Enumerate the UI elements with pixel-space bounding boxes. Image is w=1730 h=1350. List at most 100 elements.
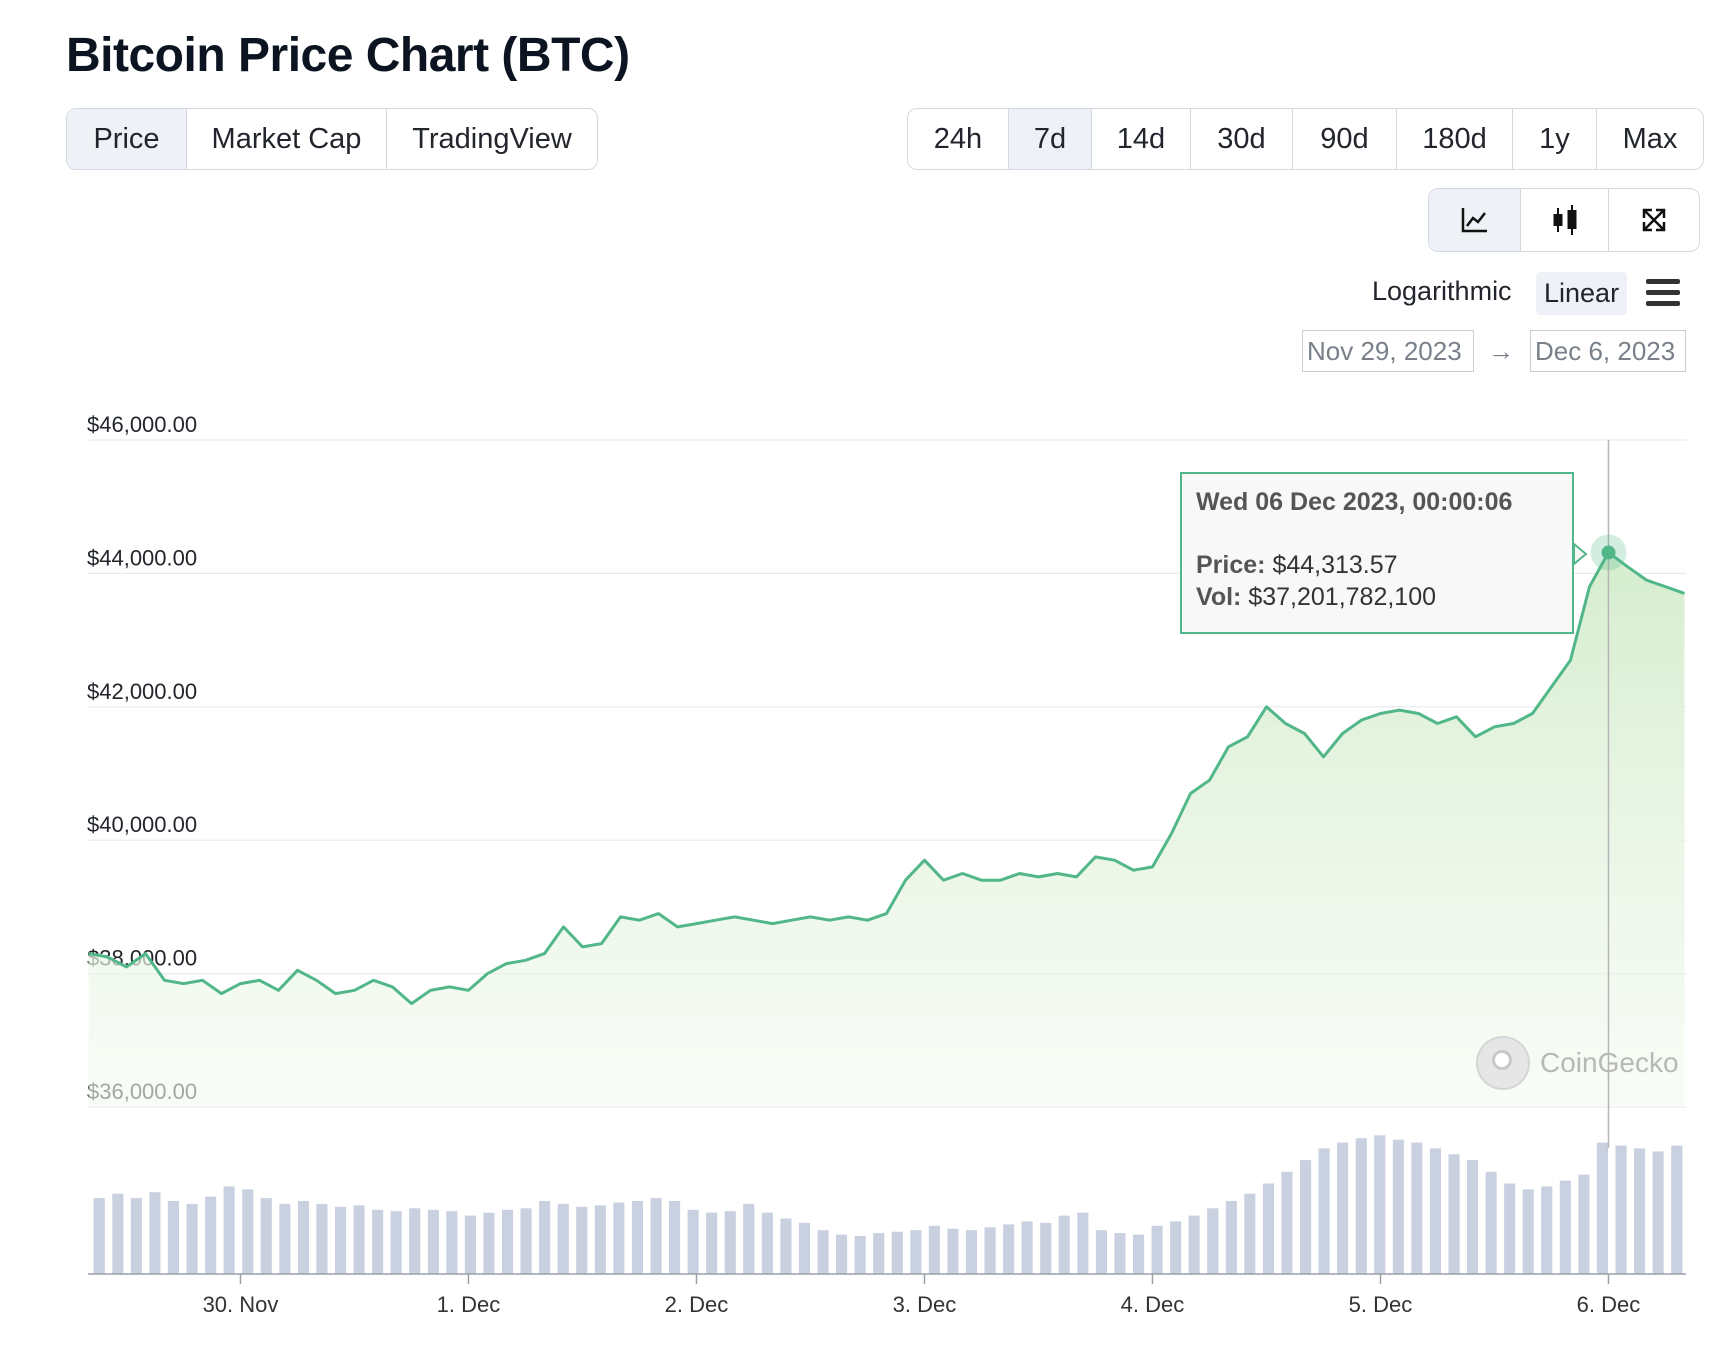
tooltip-pointer — [1573, 541, 1588, 567]
tooltip-vol-label: Vol: — [1196, 583, 1242, 611]
volume-bar — [706, 1212, 718, 1274]
linear-toggle[interactable]: Linear — [1536, 272, 1628, 315]
volume-bar — [149, 1192, 161, 1274]
hamburger-menu-icon[interactable] — [1646, 279, 1680, 307]
volume-bar — [1448, 1154, 1460, 1274]
volume-bar — [316, 1203, 328, 1274]
range-30d[interactable]: 30d — [1191, 109, 1293, 169]
range-14d[interactable]: 14d — [1092, 109, 1191, 169]
volume-bar — [836, 1234, 848, 1274]
volume-bar — [557, 1203, 569, 1274]
volume-bar — [1021, 1221, 1033, 1274]
volume-bar — [1411, 1142, 1423, 1274]
date-to-input[interactable]: Dec 6, 2023 — [1530, 330, 1686, 372]
volume-bar — [1355, 1138, 1367, 1274]
tooltip: Wed 06 Dec 2023, 00:00:06 Price: $44,313… — [1180, 472, 1574, 634]
volume-bar — [1114, 1233, 1126, 1274]
x-tick-label: 30. Nov — [203, 1292, 279, 1317]
brand-name: CoinGecko — [1540, 1047, 1679, 1078]
y-tick-label: $42,000.00 — [87, 679, 197, 704]
range-max[interactable]: Max — [1622, 122, 1678, 155]
tab-market-cap[interactable]: Market Cap — [187, 109, 387, 169]
tooltip-price-label: Price: — [1196, 551, 1266, 579]
range-1y[interactable]: 1y — [1513, 109, 1597, 169]
volume-bar — [1485, 1171, 1497, 1274]
volume-bar — [1578, 1174, 1590, 1274]
x-axis: 30. Nov 1. Dec 2. Dec 3. Dec 4. Dec 5. Dec 6. … — [203, 1274, 1641, 1317]
volume-bar — [335, 1206, 347, 1274]
volume-bar — [613, 1202, 625, 1274]
volume-bar — [1077, 1212, 1089, 1274]
volume-bar — [1003, 1224, 1015, 1274]
candlestick-icon — [1553, 205, 1576, 235]
volume-bar — [1300, 1160, 1312, 1274]
volume-bar — [409, 1208, 421, 1274]
fullscreen-button[interactable] — [1609, 189, 1699, 251]
time-range-selector: 24h 7d 14d 30d 90d 180d 1y Max — [907, 108, 1704, 170]
volume-bar — [372, 1209, 384, 1274]
volume-bar — [1392, 1139, 1404, 1274]
x-tick-label: 4. Dec — [1121, 1292, 1185, 1317]
y-tick-label: $40,000.00 — [87, 812, 197, 837]
volume-bar — [984, 1227, 996, 1274]
range-180d[interactable]: 180d — [1397, 109, 1513, 169]
volume-bar — [1170, 1221, 1182, 1274]
volume-bar — [1522, 1189, 1534, 1274]
volume-bar — [1652, 1151, 1664, 1274]
volume-bar — [1207, 1208, 1219, 1274]
tooltip-price-value: $44,313.57 — [1272, 551, 1398, 579]
date-from-input[interactable]: Nov 29, 2023 — [1302, 330, 1474, 372]
volume-bar — [891, 1231, 903, 1274]
line-chart-button[interactable] — [1429, 189, 1521, 251]
volume-bar — [965, 1230, 977, 1274]
fullscreen-icon — [1642, 208, 1666, 232]
volume-bar — [1596, 1142, 1608, 1274]
chart-type-selector — [1428, 188, 1700, 252]
volume-bar — [483, 1212, 495, 1274]
volume-bar — [502, 1209, 514, 1274]
hover-point — [1601, 545, 1616, 560]
chart-tabs: Price Market Cap TradingView — [66, 108, 598, 170]
range-90d[interactable]: 90d — [1293, 109, 1397, 169]
volume-bar — [1244, 1193, 1256, 1274]
range-24h[interactable]: 24h — [908, 109, 1009, 169]
volume-bar — [390, 1211, 402, 1274]
volume-bar — [1058, 1215, 1070, 1274]
logarithmic-toggle[interactable]: Logarithmic — [1372, 276, 1512, 306]
volume-bar — [817, 1230, 829, 1274]
volume-bar — [780, 1218, 792, 1274]
volume-bar — [223, 1186, 235, 1274]
x-tick-label: 6. Dec — [1577, 1292, 1641, 1317]
volume-bar — [798, 1222, 810, 1274]
x-tick-label: 5. Dec — [1349, 1292, 1413, 1317]
tab-price[interactable]: Price — [67, 109, 187, 169]
volume-bar — [669, 1201, 681, 1274]
volume-bar — [1151, 1225, 1163, 1274]
volume-bar — [1671, 1145, 1683, 1274]
x-tick-label: 1. Dec — [437, 1292, 501, 1317]
volume-bar — [242, 1189, 254, 1274]
volume-bar — [576, 1206, 588, 1274]
coingecko-logo-icon — [1476, 1036, 1530, 1090]
candlestick-button[interactable] — [1521, 189, 1609, 251]
y-tick-label: $46,000.00 — [87, 412, 197, 437]
volume-bar — [1262, 1183, 1274, 1274]
volume-bar — [687, 1209, 699, 1274]
coingecko-watermark: CoinGecko — [1476, 1036, 1679, 1090]
volume-bars — [93, 1135, 1683, 1274]
price-area — [88, 552, 1685, 1107]
volume-bar — [1467, 1160, 1479, 1274]
volume-bar — [1559, 1180, 1571, 1274]
volume-bar — [1133, 1234, 1145, 1274]
volume-bar — [1040, 1222, 1052, 1274]
volume-bar — [873, 1233, 885, 1274]
range-7d[interactable]: 7d — [1009, 109, 1092, 169]
volume-bar — [631, 1201, 643, 1274]
volume-bar — [650, 1198, 662, 1274]
tab-tradingview[interactable]: TradingView — [412, 122, 572, 155]
volume-bar — [1634, 1148, 1646, 1274]
volume-bar — [539, 1201, 551, 1274]
volume-bar — [1504, 1183, 1516, 1274]
y-axis: $46,000.00 $44,000.00 $42,000.00 $40,000.00… — [87, 412, 197, 1104]
